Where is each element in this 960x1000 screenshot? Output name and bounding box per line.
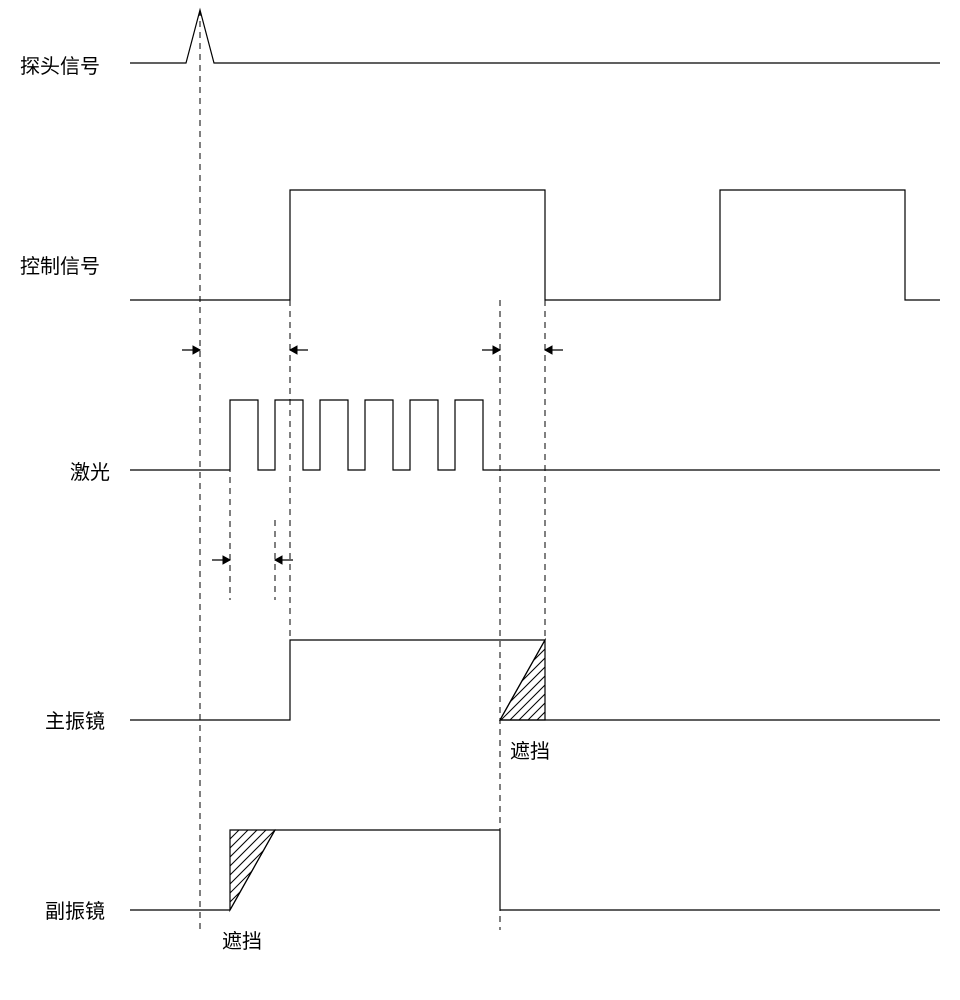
timing-diagram: 探头信号 控制信号 激光 主振镜 副振镜 遮挡 遮挡 <box>0 0 960 1000</box>
laser-label: 激光 <box>70 456 110 485</box>
main-label: 主振镜 <box>45 705 105 734</box>
sub-mask-label: 遮挡 <box>222 925 262 954</box>
main-mask-label: 遮挡 <box>510 735 550 764</box>
probe-label: 探头信号 <box>20 50 100 79</box>
diagram-svg <box>0 0 960 1000</box>
control-label: 控制信号 <box>20 250 100 279</box>
sub-label: 副振镜 <box>45 895 105 924</box>
